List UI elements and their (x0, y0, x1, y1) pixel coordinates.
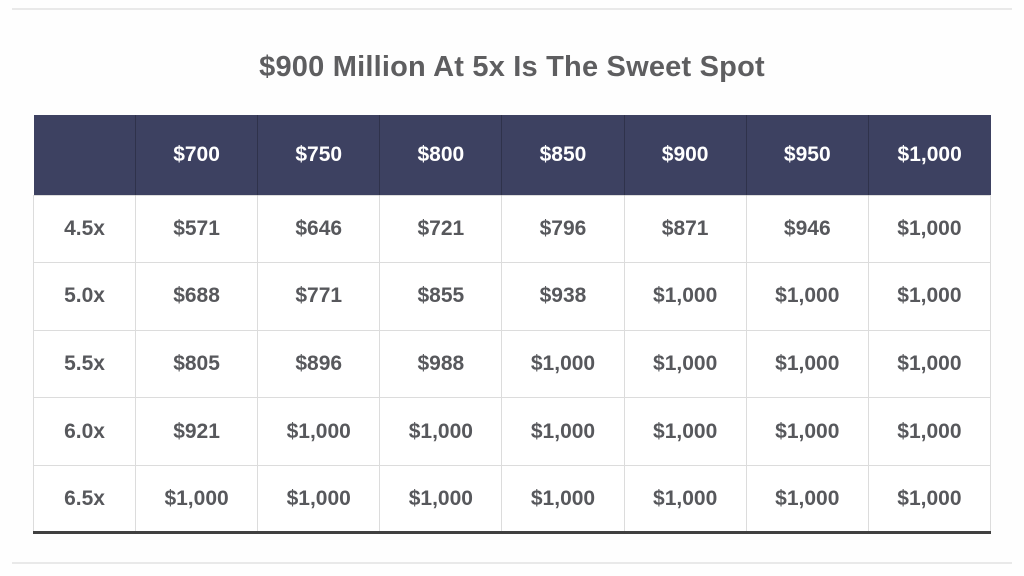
table-cell: $1,000 (134, 464, 259, 535)
table-header-row: $700 $750 $800 $850 $900 $950 $1,000 (33, 115, 991, 195)
table-row: 6.0x $921 $1,000 $1,000 $1,000 $1,000 $1,000 $1… (33, 397, 992, 466)
column-header: $850 (501, 115, 625, 195)
top-divider-rule (12, 8, 1012, 10)
table-header: $700 $750 $800 $850 $900 $950 $1,000 (33, 115, 991, 195)
table-cell: $1,000 (745, 329, 869, 399)
table-cell: $1,000 (623, 329, 747, 399)
table-cell: $1,000 (867, 194, 992, 264)
table-cell: $946 (745, 194, 869, 264)
table-row: 5.0x $688 $771 $855 $938 $1,000 $1,000 $1,000 (33, 262, 992, 331)
table-cell: $1,000 (867, 464, 992, 535)
table-cell: $1,000 (623, 464, 747, 535)
row-label: 4.5x (33, 194, 136, 264)
table-cell: $1,000 (379, 397, 503, 466)
table-cell: $1,000 (623, 397, 747, 466)
row-label: 5.5x (33, 329, 136, 399)
table-cell: $1,000 (501, 464, 625, 535)
row-label: 5.0x (33, 262, 136, 331)
column-header: $900 (624, 115, 747, 195)
table-cell: $855 (379, 262, 503, 331)
table-cell: $938 (501, 262, 625, 331)
page-title: $900 Million At 5x Is The Sweet Spot (259, 51, 765, 83)
column-header: $950 (746, 115, 869, 195)
table-cell: $688 (134, 262, 259, 331)
column-header: $700 (135, 115, 259, 195)
table-cell: $805 (134, 329, 259, 399)
corner-cell (33, 115, 136, 195)
table-cell: $796 (501, 194, 625, 264)
row-label: 6.0x (33, 397, 136, 466)
column-header: $800 (379, 115, 503, 195)
bottom-divider-rule (12, 562, 1012, 564)
table-body: 4.5x $571 $646 $721 $796 $871 $946 $1,000 5.0x $6… (33, 194, 992, 535)
table-cell: $721 (379, 194, 503, 264)
table-cell: $771 (257, 262, 381, 331)
table-cell: $1,000 (501, 397, 625, 466)
table-cell: $1,000 (379, 464, 503, 535)
table-cell: $921 (134, 397, 259, 466)
column-header: $1,000 (868, 115, 991, 195)
table-cell: $1,000 (623, 262, 747, 331)
table-cell: $1,000 (867, 397, 992, 466)
table-cell: $896 (257, 329, 381, 399)
pricing-sensitivity-table: $700 $750 $800 $850 $900 $950 $1,000 4.5x $571 $… (33, 115, 992, 535)
table-cell: $1,000 (257, 397, 381, 466)
table-cell: $646 (257, 194, 381, 264)
table-cell: $1,000 (257, 464, 381, 535)
table-cell: $1,000 (501, 329, 625, 399)
row-label: 6.5x (33, 464, 136, 535)
table-cell: $1,000 (745, 464, 869, 535)
table-row: 6.5x $1,000 $1,000 $1,000 $1,000 $1,000 $1,000… (33, 464, 992, 535)
table-row: 4.5x $571 $646 $721 $796 $871 $946 $1,000 (33, 194, 992, 264)
table-cell: $988 (379, 329, 503, 399)
table-cell: $871 (623, 194, 747, 264)
table-cell: $571 (134, 194, 259, 264)
table-row: 5.5x $805 $896 $988 $1,000 $1,000 $1,000 $1,000 (33, 329, 992, 399)
table-cell: $1,000 (867, 329, 992, 399)
table-cell: $1,000 (745, 262, 869, 331)
column-header: $750 (257, 115, 381, 195)
table-cell: $1,000 (745, 397, 869, 466)
table-cell: $1,000 (867, 262, 992, 331)
